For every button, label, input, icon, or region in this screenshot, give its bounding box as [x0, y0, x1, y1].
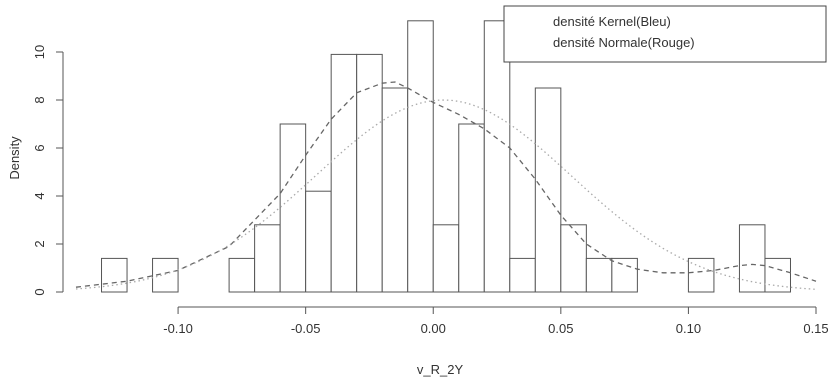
y-tick-label: 2	[32, 240, 47, 247]
histogram-bar	[611, 257, 638, 293]
histogram-bar	[279, 123, 307, 293]
x-tick-label: -0.10	[163, 321, 193, 336]
x-tick-label: 0.05	[548, 321, 573, 336]
x-tick-label: -0.05	[291, 321, 321, 336]
kernel-density-curve	[75, 81, 817, 288]
y-axis: 0 2 4 6 8 10	[32, 45, 64, 296]
histogram-bar	[483, 20, 511, 293]
histogram-bar	[560, 224, 587, 293]
legend-entry-kernel: densité Kernel(Bleu)	[553, 14, 671, 29]
y-axis-title: Density	[7, 136, 22, 180]
histogram-bar	[101, 257, 128, 293]
histogram-bar	[585, 257, 613, 293]
histogram-bar	[228, 257, 256, 293]
x-tick-label: 0.15	[803, 321, 828, 336]
legend-box	[503, 5, 827, 63]
y-tick-label: 4	[32, 192, 47, 199]
histogram-bar	[407, 20, 434, 293]
histogram-bar	[458, 123, 485, 293]
histogram-bar	[381, 87, 409, 293]
y-tick-label: 10	[32, 45, 47, 59]
histogram-bar	[356, 53, 383, 293]
density-curves	[75, 81, 817, 290]
x-axis: -0.10 -0.05 0.00 0.05 0.10 0.15	[163, 306, 829, 336]
y-tick-label: 0	[32, 288, 47, 295]
histogram-bars	[101, 20, 791, 293]
y-tick-label: 8	[32, 96, 47, 103]
histogram-bar	[509, 257, 536, 293]
histogram-bar	[738, 224, 766, 293]
histogram-bar	[687, 257, 715, 293]
histogram-bar	[432, 224, 460, 293]
y-tick-label: 6	[32, 144, 47, 151]
histogram-bar	[254, 224, 281, 293]
legend-entry-normal: densité Normale(Rouge)	[553, 35, 695, 50]
x-tick-label: 0.00	[421, 321, 446, 336]
legend: densité Kernel(Bleu) densité Normale(Rou…	[503, 5, 827, 63]
x-tick-label: 0.10	[676, 321, 701, 336]
histogram-bar	[764, 257, 791, 293]
histogram-bar	[534, 87, 562, 293]
histogram-bar	[305, 190, 332, 293]
normal-density-curve	[75, 99, 817, 290]
histogram-bar	[330, 53, 358, 293]
x-axis-title: v_R_2Y	[417, 362, 464, 377]
